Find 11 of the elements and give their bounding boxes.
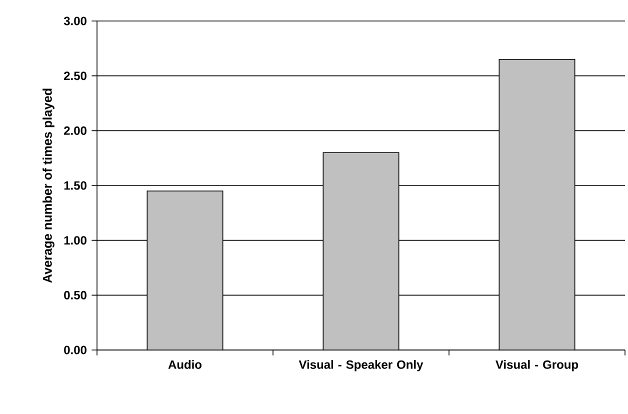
x-tick-label: Audio (168, 360, 202, 369)
y-tick-label: 2.50 (64, 72, 86, 80)
y-tick-label: 0.50 (64, 290, 86, 300)
y-tick-label: 2.00 (64, 126, 86, 135)
y-tick-label: 0.00 (64, 346, 86, 354)
y-tick-label: 1.50 (64, 181, 86, 190)
y-tick-label: 1.00 (64, 236, 86, 245)
x-tick-label: Visual - Speaker Only (298, 360, 424, 372)
y-axis-title: Average number of times played (42, 88, 54, 283)
x-tick-label: Visual - Group (496, 360, 578, 372)
y-tick-label: 3.00 (64, 16, 86, 26)
